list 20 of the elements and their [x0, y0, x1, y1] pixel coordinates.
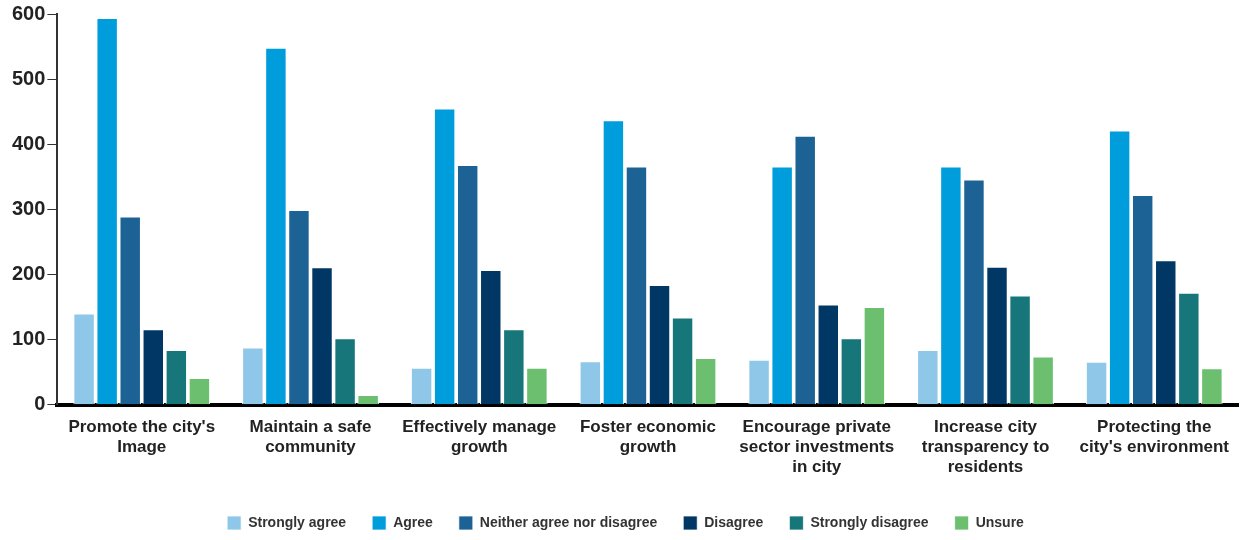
- x-tick-label: Maintain a safe community: [249, 416, 372, 457]
- y-tick-label: 300: [11, 196, 46, 219]
- legend-label: Unsure: [975, 513, 1025, 530]
- legend-label: Agree: [393, 513, 434, 530]
- x-tick-label: Promote the city's Image: [68, 416, 216, 457]
- y-tick-label: 200: [11, 262, 46, 285]
- legend-label: Neither agree nor disagree: [479, 513, 658, 530]
- legend-label: Disagree: [704, 513, 764, 530]
- x-tick-label: Increase city transparency to residents: [921, 416, 1050, 477]
- y-tick-label: 500: [11, 66, 46, 89]
- x-tick-label: Effectively manage growth: [402, 416, 557, 457]
- y-tick-label: 0: [34, 392, 46, 415]
- y-tick-label: 100: [11, 327, 46, 350]
- legend-label: Strongly disagree: [810, 513, 929, 530]
- x-tick-label: Protecting the city's environment: [1079, 416, 1230, 457]
- legend-label: Strongly agree: [248, 513, 347, 530]
- y-tick-label: 400: [11, 131, 46, 154]
- y-tick-label: 600: [11, 1, 46, 24]
- x-tick-label: Encourage private sector investments in city: [739, 416, 895, 477]
- x-tick-label: Foster economic growth: [579, 416, 717, 457]
